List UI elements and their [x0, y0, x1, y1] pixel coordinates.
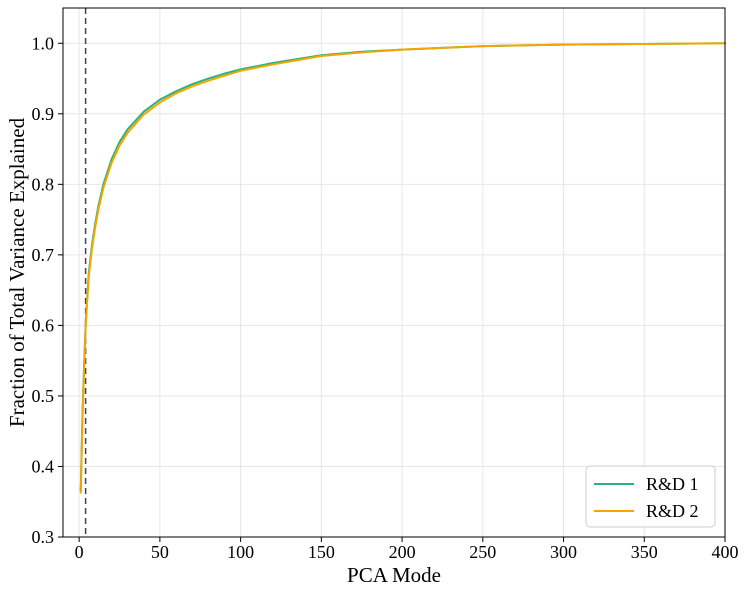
x-tick-label: 300: [550, 542, 577, 562]
y-tick-label: 0.9: [32, 104, 55, 124]
legend-label: R&D 1: [646, 474, 699, 494]
series-line-1: [79, 42, 726, 493]
x-tick-label: 250: [469, 542, 496, 562]
y-tick-label: 0.4: [32, 456, 55, 476]
x-tick-label: 50: [151, 542, 169, 562]
legend: R&D 1 R&D 2: [585, 465, 716, 528]
x-tick-label: 350: [631, 542, 658, 562]
grid: [63, 8, 726, 538]
x-tick-label: 200: [389, 542, 416, 562]
y-axis-label: Fraction of Total Variance Explained: [5, 117, 29, 427]
x-tick-label: 400: [712, 542, 739, 562]
legend-item: R&D 2: [594, 501, 699, 521]
x-tick-label: 150: [308, 542, 335, 562]
y-tick-label: 0.5: [32, 386, 55, 406]
legend-item: R&D 1: [594, 474, 699, 494]
y-tick-label: 0.8: [32, 174, 55, 194]
y-tick-label: 1.0: [32, 33, 55, 53]
y-tick-label: 0.6: [32, 315, 55, 335]
y-tick-label: 0.7: [32, 245, 55, 265]
axis-ticks: 0 50 100 150 200 250 300 350 400 0.3 0.4 0.5 0.6 0.7 0…: [32, 33, 739, 562]
series-layer: [79, 42, 726, 494]
series-line-2: [79, 42, 726, 494]
legend-label: R&D 2: [646, 501, 699, 521]
x-axis-label: PCA Mode: [347, 563, 441, 587]
x-tick-label: 0: [75, 542, 84, 562]
x-tick-label: 100: [227, 542, 254, 562]
plot-area-frame: [62, 7, 726, 538]
y-tick-label: 0.3: [32, 527, 55, 547]
